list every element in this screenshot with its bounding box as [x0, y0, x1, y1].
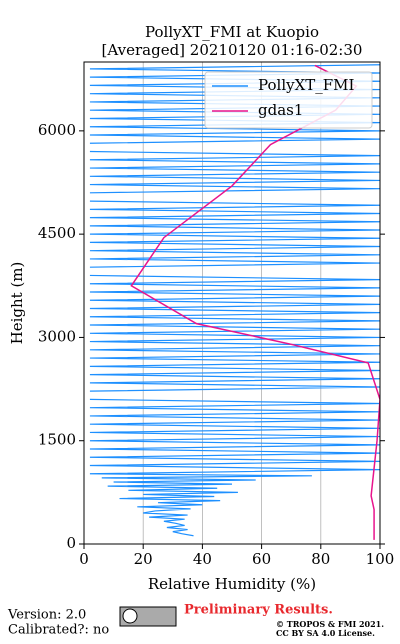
x-tick-label: 100 [366, 550, 395, 568]
profile-line [89, 274, 380, 392]
x-tick-label: 20 [134, 550, 153, 568]
y-tick-label: 4500 [38, 224, 76, 242]
chart-title: PollyXT_FMI at Kuopio [145, 23, 319, 41]
x-tick-label: 40 [193, 550, 212, 568]
x-tick-label: 80 [311, 550, 330, 568]
calibrated: Calibrated?: no [8, 623, 109, 638]
y-axis-label: Height (m) [8, 262, 26, 345]
copyright: © TROPOS & FMI 2021. [276, 619, 384, 629]
status: Preliminary Results. [184, 603, 333, 618]
plot-frame [83, 61, 381, 545]
legend-label: gdas1 [258, 101, 303, 119]
x-tick-label: 60 [252, 550, 271, 568]
profile-line [89, 150, 380, 194]
y-tick-label: 0 [66, 534, 76, 552]
cc-icon [122, 608, 138, 624]
y-tick-label: 3000 [38, 327, 76, 345]
plot-area [89, 62, 380, 544]
chart-subtitle: [Averaged] 20210120 01:16-02:30 [102, 41, 363, 59]
x-tick-label: 0 [79, 550, 89, 568]
y-tick-label: 1500 [38, 431, 76, 449]
legend-label: PollyXT_FMI [258, 76, 355, 94]
profile-line [89, 398, 380, 537]
x-axis-label: Relative Humidity (%) [148, 575, 316, 593]
legend: PollyXT_FMI gdas1 [204, 71, 373, 129]
profile-line [89, 200, 380, 268]
y-tick-label: 6000 [38, 121, 76, 139]
license: CC BY SA 4.0 License. [276, 628, 375, 638]
version: Version: 2.0 [7, 608, 86, 623]
